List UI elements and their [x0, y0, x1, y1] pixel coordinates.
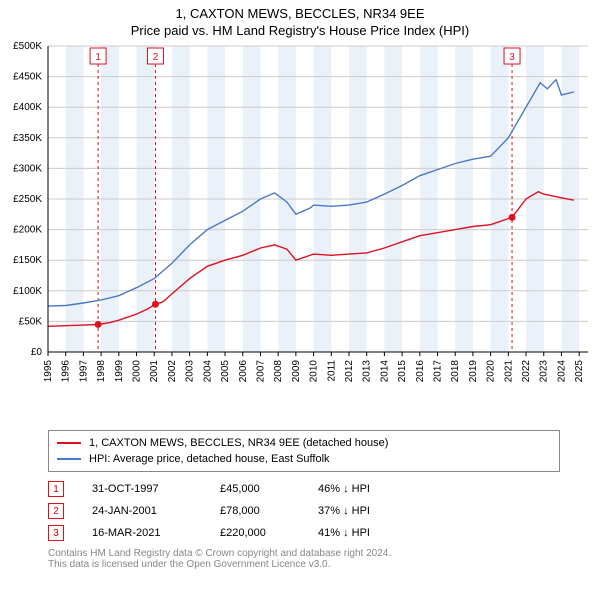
svg-text:£500K: £500K	[13, 42, 42, 52]
marker-diff: 46% ↓ HPI	[318, 483, 370, 495]
svg-text:2003: 2003	[185, 360, 196, 383]
svg-text:£300K: £300K	[13, 163, 42, 174]
marker-row: 3 16-MAR-2021 £220,000 41% ↓ HPI	[48, 522, 560, 544]
svg-text:2024: 2024	[556, 360, 567, 383]
svg-text:£400K: £400K	[13, 102, 42, 113]
svg-text:1997: 1997	[78, 360, 89, 383]
svg-text:2008: 2008	[273, 360, 284, 383]
svg-text:2015: 2015	[397, 360, 408, 383]
svg-text:2020: 2020	[486, 360, 497, 383]
marker-price: £220,000	[220, 527, 290, 539]
svg-text:2012: 2012	[344, 360, 355, 383]
chart-area: £0 £50K £100K £150K £200K £250K £300K £350K £400…	[0, 42, 600, 422]
svg-text:2022: 2022	[521, 360, 532, 383]
svg-text:£150K: £150K	[13, 255, 42, 266]
marker-table: 1 31-OCT-1997 £45,000 46% ↓ HPI 2 24-JAN-2001…	[48, 478, 560, 544]
svg-text:2025: 2025	[574, 360, 585, 383]
legend-swatch	[57, 458, 81, 460]
svg-text:2019: 2019	[468, 360, 479, 383]
chart-subtitle: Price paid vs. HM Land Registry's House …	[0, 21, 600, 42]
legend-swatch	[57, 442, 81, 444]
svg-text:£0: £0	[31, 347, 43, 358]
svg-text:2002: 2002	[167, 360, 178, 383]
marker-date: 24-JAN-2001	[92, 505, 192, 517]
marker-row: 1 31-OCT-1997 £45,000 46% ↓ HPI	[48, 478, 560, 500]
marker-badge: 1	[48, 481, 64, 497]
marker-price: £78,000	[220, 505, 290, 517]
legend-row: 1, CAXTON MEWS, BECCLES, NR34 9EE (detac…	[57, 435, 551, 451]
svg-text:£350K: £350K	[13, 133, 42, 144]
svg-text:£450K: £450K	[13, 72, 42, 83]
attribution-line-2: This data is licensed under the Open Gov…	[48, 559, 560, 570]
marker-price: £45,000	[220, 483, 290, 495]
marker-diff: 41% ↓ HPI	[318, 527, 370, 539]
svg-text:1996: 1996	[61, 360, 72, 383]
svg-text:1998: 1998	[96, 360, 107, 383]
svg-text:£200K: £200K	[13, 225, 42, 236]
svg-text:2007: 2007	[255, 360, 266, 383]
marker-row: 2 24-JAN-2001 £78,000 37% ↓ HPI	[48, 500, 560, 522]
svg-text:2018: 2018	[450, 360, 461, 383]
attribution-line-1: Contains HM Land Registry data © Crown c…	[48, 548, 560, 559]
svg-text:2: 2	[153, 52, 159, 63]
svg-text:1995: 1995	[43, 360, 54, 383]
marker-date: 31-OCT-1997	[92, 483, 192, 495]
svg-text:2000: 2000	[132, 360, 143, 383]
svg-text:2011: 2011	[326, 360, 337, 382]
svg-text:2013: 2013	[362, 360, 373, 383]
svg-text:2021: 2021	[503, 360, 514, 383]
legend-row: HPI: Average price, detached house, East…	[57, 451, 551, 467]
svg-text:2006: 2006	[238, 360, 249, 383]
svg-text:2004: 2004	[202, 360, 213, 383]
marker-diff: 37% ↓ HPI	[318, 505, 370, 517]
svg-text:2016: 2016	[415, 360, 426, 383]
svg-text:1999: 1999	[114, 360, 125, 383]
chart-title: 1, CAXTON MEWS, BECCLES, NR34 9EE	[0, 0, 600, 21]
legend-label: 1, CAXTON MEWS, BECCLES, NR34 9EE (detac…	[89, 437, 388, 449]
svg-text:£50K: £50K	[19, 316, 43, 327]
legend: 1, CAXTON MEWS, BECCLES, NR34 9EE (detac…	[48, 430, 560, 472]
svg-text:£250K: £250K	[13, 194, 42, 205]
svg-text:2017: 2017	[433, 360, 444, 383]
svg-text:2001: 2001	[149, 360, 160, 383]
svg-text:2005: 2005	[220, 360, 231, 383]
svg-text:1: 1	[95, 52, 101, 63]
marker-date: 16-MAR-2021	[92, 527, 192, 539]
svg-text:2009: 2009	[291, 360, 302, 383]
svg-text:2023: 2023	[539, 360, 550, 383]
legend-label: HPI: Average price, detached house, East…	[89, 453, 330, 465]
price-chart-svg: £0 £50K £100K £150K £200K £250K £300K £350K £400…	[0, 42, 600, 422]
svg-text:2010: 2010	[309, 360, 320, 383]
svg-text:2014: 2014	[379, 360, 390, 383]
marker-badge: 2	[48, 503, 64, 519]
attribution: Contains HM Land Registry data © Crown c…	[48, 548, 560, 570]
svg-text:3: 3	[509, 52, 515, 63]
marker-badge: 3	[48, 525, 64, 541]
svg-text:£100K: £100K	[13, 286, 42, 297]
